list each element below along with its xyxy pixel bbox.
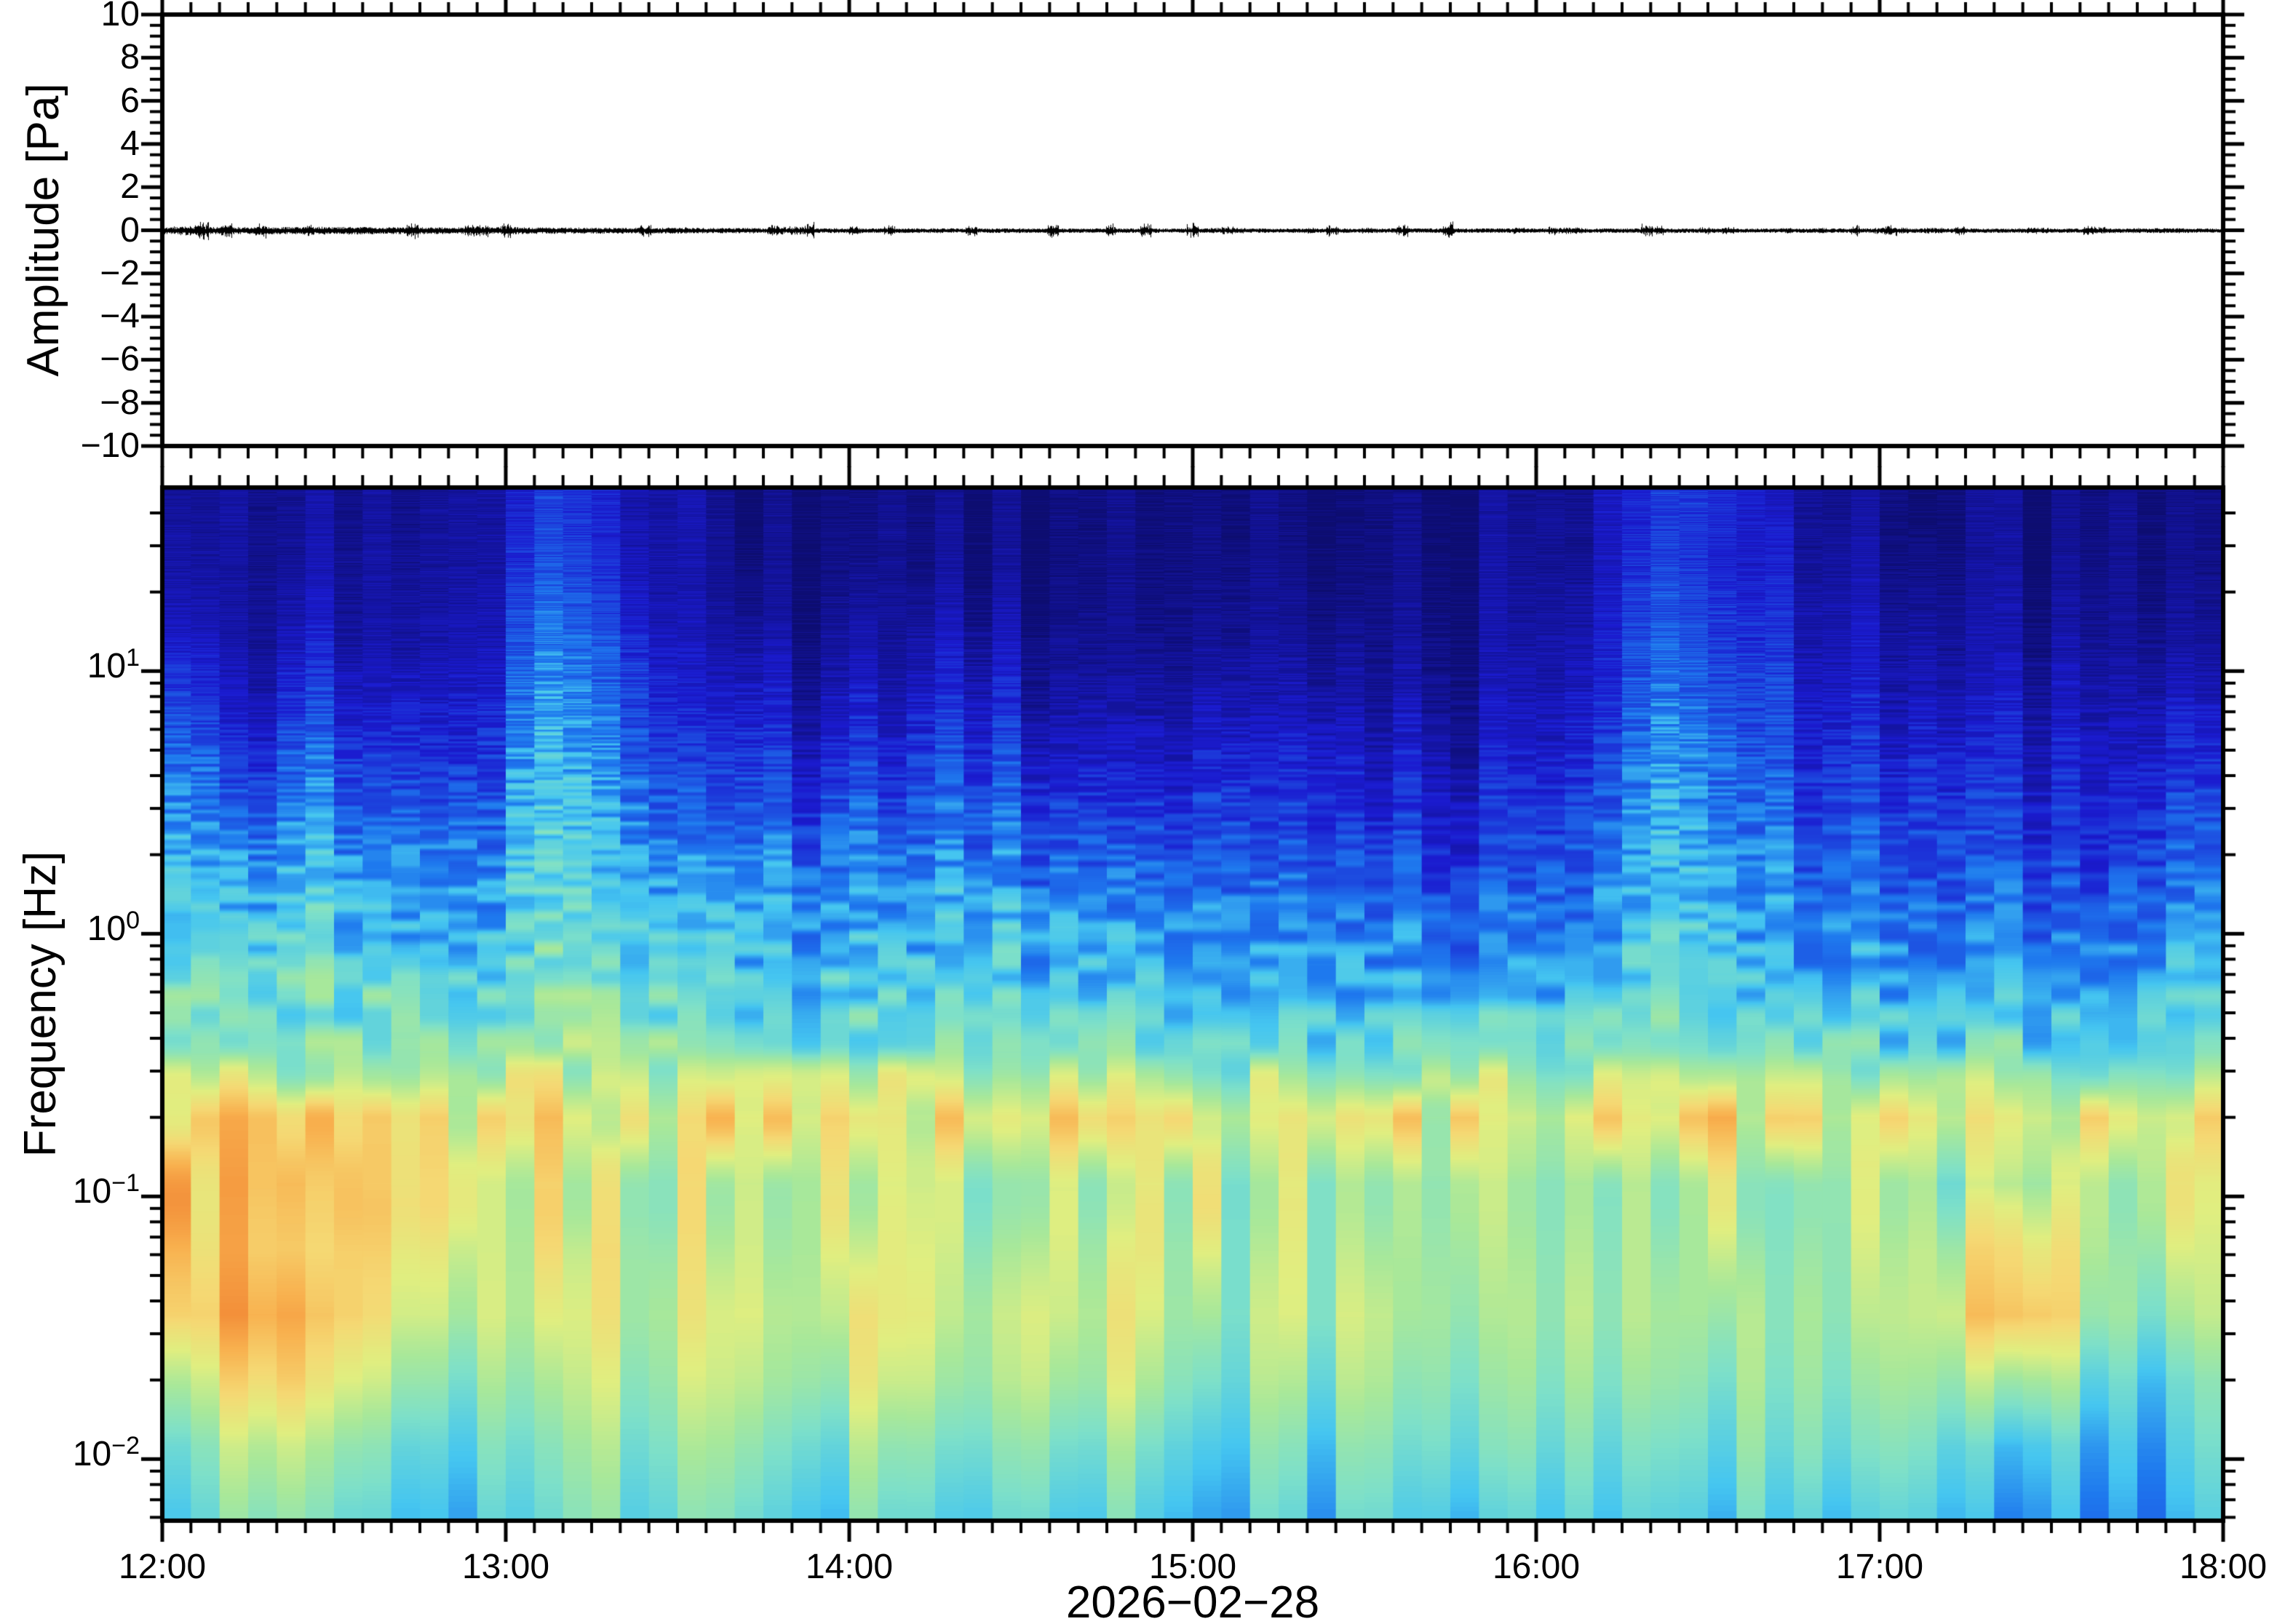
frequency-tick-label: 10−2 xyxy=(72,1432,140,1474)
amplitude-tick-label: 4 xyxy=(120,124,140,163)
time-tick-label: 18:00 xyxy=(2179,1548,2268,1586)
amplitude-tick-label: −4 xyxy=(100,297,140,336)
amplitude-tick-label: −10 xyxy=(80,426,140,465)
date-axis-label: 2026−02−28 xyxy=(1065,1577,1320,1624)
time-tick-label: 14:00 xyxy=(805,1548,894,1586)
time-tick-label: 16:00 xyxy=(1492,1548,1581,1586)
amplitude-tick-label: 10 xyxy=(100,0,140,33)
time-tick-label: 12:00 xyxy=(118,1548,207,1586)
amplitude-tick-label: 8 xyxy=(120,38,140,77)
frequency-axis-title: Frequency [Hz] xyxy=(15,851,65,1158)
frequency-tick-label: 101 xyxy=(87,644,140,686)
amplitude-tick-label: 6 xyxy=(120,81,140,120)
frequency-tick-label: 10−1 xyxy=(72,1169,140,1211)
time-tick-label: 13:00 xyxy=(461,1548,550,1586)
time-tick-label: 17:00 xyxy=(1835,1548,1924,1586)
amplitude-tick-label: −2 xyxy=(100,253,140,292)
amplitude-tick-label: −6 xyxy=(100,340,140,379)
time-tick-label: 15:00 xyxy=(1148,1548,1237,1586)
amplitude-tick-label: −8 xyxy=(100,383,140,422)
amplitude-tick-label: 2 xyxy=(120,167,140,207)
amplitude-tick-label: 0 xyxy=(120,210,140,250)
frequency-tick-label: 100 xyxy=(87,907,140,949)
